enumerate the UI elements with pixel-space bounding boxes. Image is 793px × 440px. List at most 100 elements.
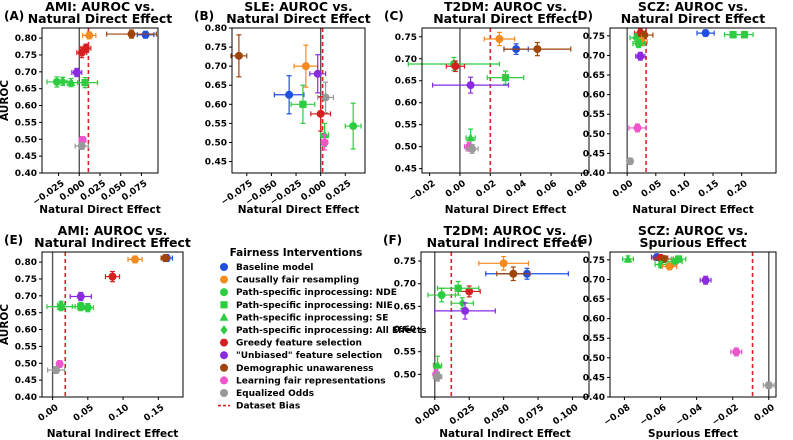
legend-item: Path-specific inprocessing: All Effects [220,325,427,336]
data-point-path-specific-inprocessing-nie [290,84,316,124]
point-marker [740,31,749,39]
point-marker [458,298,466,309]
y-tick-label: 0.60 [205,100,227,110]
panel-title-line: T2DM: AUROC vs. [444,0,567,14]
legend-item: Dataset Bias [218,402,300,412]
data-point-unbiased-feature-selection [69,291,92,302]
data-point-unbiased-feature-selection [635,51,646,61]
legend-item: Baseline model [220,263,313,273]
panel-title: AMI: AUROC vs. Natural Direct Effect [28,0,173,26]
panel-title-line: Natural Indirect Effect [427,235,584,250]
panel-title-line: AMI: AUROC vs. [58,223,168,238]
point-marker [451,62,460,71]
panel-title: AMI: AUROC vs. Natural Indirect Effect [34,223,191,250]
point-marker [509,269,518,278]
legend-label: Path-specific inprocessing: NIE [236,301,393,311]
point-marker [285,90,294,99]
legend-item: Path-specific inprocessing: NIE [220,301,393,311]
data-point-causally-fair-resampling [127,255,143,264]
legend-label: Greedy feature selection [236,339,362,349]
data-point-causally-fair-resampling [81,31,97,40]
data-point-baseline-model [136,30,155,39]
panel-a: (A)AMI: AUROC vs. Natural Direct Effect−0… [0,0,172,216]
y-tick-label: 0.70 [15,68,37,78]
point-marker [78,135,87,144]
y-tick-label: 0.55 [205,119,227,129]
y-tick-label: 0.45 [15,376,37,386]
y-tick-label: 0.40 [583,169,605,179]
point-marker [141,30,150,39]
y-tick-label: 0.75 [205,43,227,53]
data-point-demographic-unawareness [106,29,157,39]
y-tick-label: 0.65 [15,85,37,95]
data-point-demographic-unawareness [496,266,531,282]
x-axis-label: Spurious Effect [648,428,738,440]
legend-marker [220,301,228,309]
y-tick-label: 0.50 [205,138,227,148]
point-marker [299,100,307,108]
point-marker [81,44,90,53]
legend: Fairness Interventions Baseline model Caus… [218,247,427,412]
legend-marker [220,288,228,297]
data-point-equalized-odds [74,142,90,151]
point-marker [131,255,140,264]
x-axis-label: Natural Indirect Effect [439,428,571,440]
point-marker [108,272,117,281]
y-tick-label: 0.50 [15,135,37,145]
x-tick-label: 0.15 [697,179,721,200]
point-marker [632,32,640,43]
y-tick-label: 0.65 [394,302,416,312]
x-tick-label: 0.20 [726,179,750,200]
point-marker [320,138,329,147]
x-axis-label: Natural Direct Effect [632,204,753,216]
data-point-learning-fair-representations [730,347,743,357]
legend-label: Path-specific inprocessing: All Effects [236,326,427,336]
x-axis-label: Natural Indirect Effect [47,428,179,440]
legend-item: Greedy feature selection [220,338,362,349]
data-point-greedy-feature-selection [310,96,332,132]
point-marker [301,62,310,71]
data-point-demographic-unawareness [654,255,674,264]
data-point-causally-fair-resampling [293,44,319,88]
legend-marker [220,338,228,347]
y-tick-label: 0.50 [583,354,605,364]
data-point-baseline-model [696,29,715,38]
data-point-path-specific-inprocessing-nie [486,70,525,85]
data-point-greedy-feature-selection [445,60,466,73]
y-tick-label: 0.65 [15,309,37,319]
point-marker [321,93,330,102]
point-marker [665,262,674,271]
x-tick-label: 0.10 [107,403,131,424]
y-tick-label: 0.80 [205,24,227,34]
legend-marker [220,263,228,271]
point-marker [349,122,358,131]
axes-frame [41,251,184,398]
legend-label: Path-specific inprocessing: NDE [236,288,397,298]
point-marker [623,254,633,263]
y-tick-label: 0.70 [583,51,605,61]
legend-marker [220,275,228,284]
x-tick-label: −0.08 [602,403,632,428]
panel-label: (C) [384,9,404,23]
point-marker [466,81,475,90]
y-tick-label: 0.75 [15,275,37,285]
x-tick-label: 0.00 [444,179,468,200]
data-point-unbiased-feature-selection [71,67,83,78]
point-marker [501,74,510,82]
panel-title-line: Natural Direct Effect [621,11,766,26]
y-tick-label: 0.50 [395,143,417,153]
y-tick-label: 0.60 [15,326,37,336]
panel-label: (A) [4,9,24,23]
y-tick-label: 0.45 [15,152,37,162]
y-tick-label: 0.75 [15,51,37,61]
point-marker [701,276,710,285]
y-tick-label: 0.65 [583,71,605,81]
x-tick-label: 0.000 [300,179,329,204]
data-point-path-specific-inprocessing-nde [81,302,95,313]
legend-item: Equalized Odds [220,389,314,399]
data-point-path-specific-inprocessing-nde [632,39,645,49]
y-tick-label: 0.45 [583,149,605,159]
y-tick-label: 0.50 [15,359,37,369]
data-point-unbiased-feature-selection [699,275,712,285]
